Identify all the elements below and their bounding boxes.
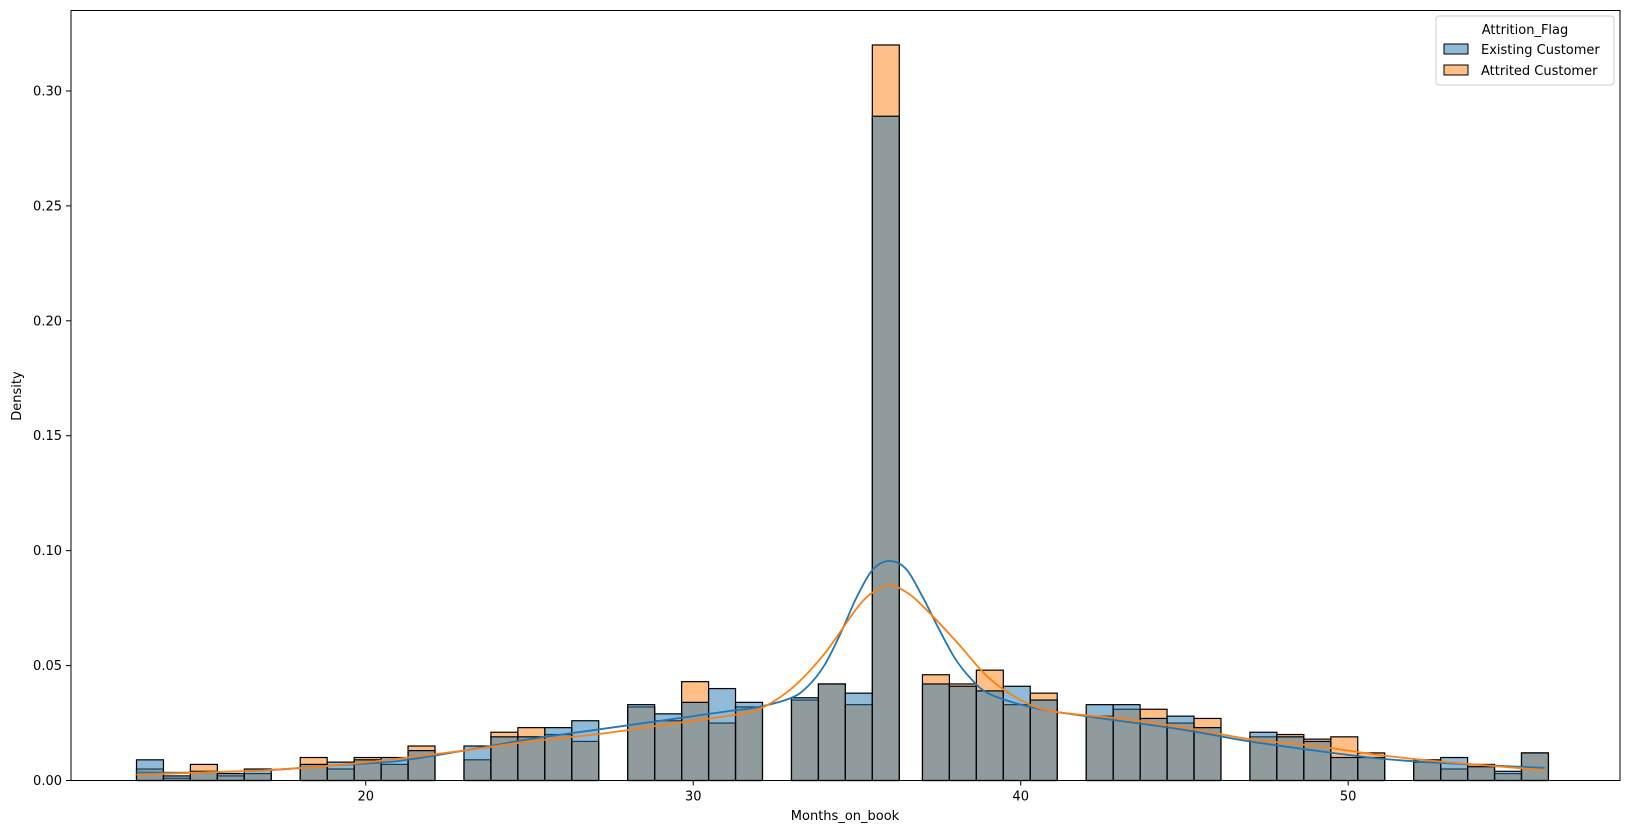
bar-existing-24	[921, 683, 951, 782]
bar-existing-1	[162, 775, 191, 782]
bar-existing-39	[1413, 761, 1442, 782]
y-tick-label-2: 0.10	[33, 544, 62, 559]
x-tick-label-20: 20	[357, 790, 374, 805]
x-axis-label: Months_on_book	[791, 809, 900, 824]
bar-existing-15	[627, 704, 656, 782]
bar-existing-19	[734, 701, 764, 782]
legend: Attrition_Flag Existing Customer Attrite…	[1435, 15, 1615, 86]
bars-layer	[135, 44, 1550, 782]
bar-existing-42	[1493, 770, 1523, 782]
bar-existing-30	[1112, 704, 1141, 782]
bar-existing-20	[790, 697, 820, 782]
bar-existing-26	[975, 690, 1004, 782]
x-tick-label-40: 40	[1012, 790, 1029, 805]
bar-existing-37	[1330, 756, 1359, 782]
plot-frame	[70, 10, 1621, 781]
bar-existing-12	[517, 736, 546, 782]
y-tick-label-6: 0.30	[33, 84, 62, 99]
bar-existing-40	[1440, 756, 1469, 782]
y-axis: 0.00 0.05 0.10 0.15 0.20 0.25 0.30	[33, 84, 71, 789]
x-tick-label-50: 50	[1340, 790, 1357, 805]
x-axis: 20 30 40 50	[357, 780, 1357, 805]
legend-title: Attrition_Flag	[1482, 23, 1569, 38]
bar-existing-25	[948, 685, 977, 782]
legend-frame	[1435, 15, 1615, 86]
bar-existing-28	[1029, 699, 1058, 782]
bar-existing-22	[844, 692, 873, 782]
y-tick-label-3: 0.15	[33, 429, 62, 444]
bar-existing-3	[216, 772, 245, 782]
bar-existing-0	[135, 759, 165, 782]
y-tick-label-5: 0.25	[33, 199, 62, 214]
kde-line-attrited	[136, 584, 1545, 776]
bar-existing-31	[1139, 717, 1168, 782]
bar-existing-10	[463, 745, 492, 782]
bar-existing-21	[817, 683, 846, 782]
bar-existing-38	[1357, 756, 1386, 782]
y-tick-label-0: 0.00	[33, 774, 62, 789]
x-tick-label-30: 30	[685, 790, 702, 805]
legend-label-existing: Existing Customer	[1481, 43, 1600, 58]
y-tick-label-1: 0.05	[33, 659, 62, 674]
y-axis-label: Density	[10, 371, 25, 421]
legend-swatch-existing	[1443, 43, 1469, 55]
y-tick-label-4: 0.20	[33, 314, 62, 329]
legend-label-attrited: Attrited Customer	[1481, 64, 1598, 79]
bar-existing-23	[871, 115, 900, 782]
kde-layer	[136, 560, 1545, 776]
bar-existing-41	[1466, 766, 1496, 782]
bar-existing-18	[707, 687, 737, 782]
legend-swatch-attrited	[1443, 64, 1469, 76]
